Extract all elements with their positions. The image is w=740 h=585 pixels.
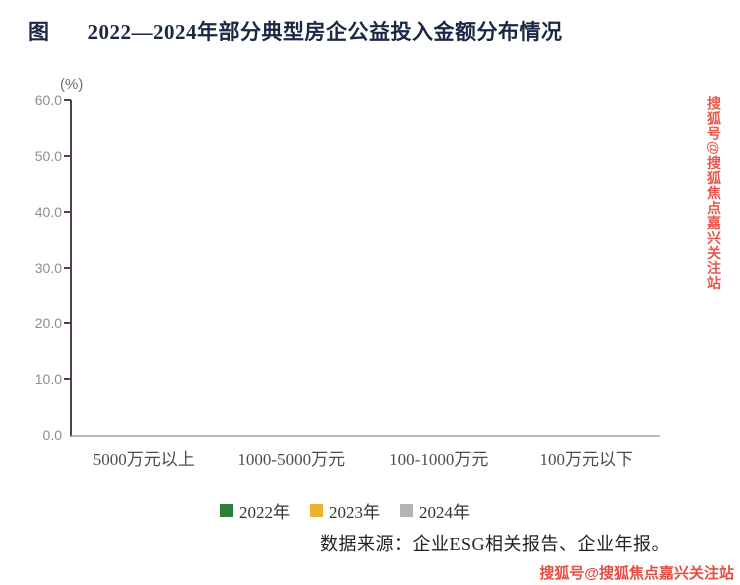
x-axis-labels: 5000万元以上 1000-5000万元 100-1000万元 100万元以下 [70,445,660,470]
legend-label: 2023年 [329,503,380,522]
x-axis-category-label: 100-1000万元 [389,450,489,469]
watermark-vertical: 搜狐号@搜狐焦点嘉兴关注站 [706,96,722,291]
chart-title-row: 图 2022—2024年部分典型房企公益投入金额分布情况 [28,16,563,46]
x-axis-category-label: 100万元以下 [539,450,634,469]
y-tick-label: 40.0 [34,203,62,220]
bar-groups [72,100,660,435]
y-tick-label: 20.0 [34,315,62,332]
watermark-horizontal: 搜狐号@搜狐焦点嘉兴关注站 [539,565,734,582]
y-tick-mark [64,378,71,381]
legend-label: 2024年 [419,503,470,522]
y-tick-label: 60.0 [34,92,62,108]
y-tick-label: 50.0 [34,147,62,164]
y-axis-unit-label: (%) [60,76,84,93]
y-tick-mark [64,210,71,213]
plot-area: 0.0 10.0 20.0 30.0 40.0 50.0 60.0 [35,92,660,443]
data-source-note: 数据来源：企业ESG相关报告、企业年报。 [319,534,670,554]
x-axis-category-label: 5000万元以上 [92,450,195,469]
legend-label: 2022年 [239,503,290,522]
legend-item-2023年: 2023年 [310,498,380,523]
page-title: 2022—2024年部分典型房企公益投入金额分布情况 [87,20,563,44]
y-tick-label: 30.0 [34,259,62,276]
y-tick-label: 10.0 [34,371,62,388]
chart-legend: 2022年 2023年 2024年 [0,498,715,523]
y-tick-mark [64,154,71,157]
y-tick-mark [64,322,71,325]
legend-item-2024年: 2024年 [400,498,470,523]
y-tick-mark [64,266,71,269]
y-tick-label: 0.0 [42,427,62,443]
legend-swatch-icon [400,504,413,517]
legend-swatch-icon [220,504,233,517]
legend-swatch-icon [310,504,323,517]
y-tick-mark [64,99,71,101]
figure-label: 图 [28,20,50,44]
legend-item-2022年: 2022年 [220,498,290,523]
x-axis-category-label: 1000-5000万元 [237,450,346,469]
